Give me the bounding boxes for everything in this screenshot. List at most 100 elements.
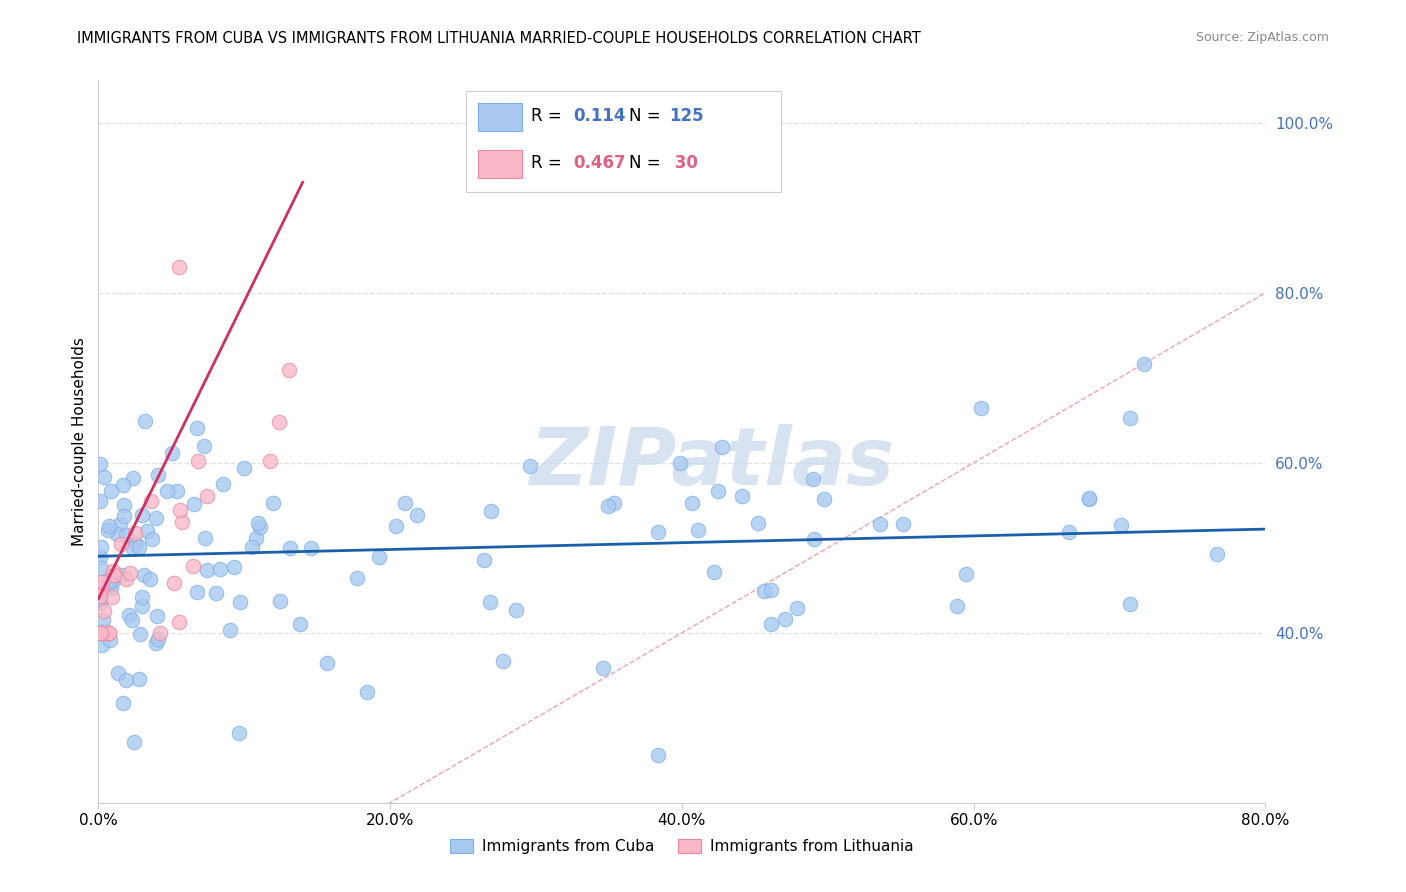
Point (139, 573, 162, 587)
Point (146, 468, 169, 483)
Point (505, 602, 527, 616)
Point (681, 496, 703, 510)
Point (89, 589, 111, 603)
Point (160, 446, 183, 460)
Point (394, 496, 416, 510)
Point (93, 604, 115, 618)
Point (89, 583, 111, 598)
Point (89, 625, 111, 640)
Point (278, 363, 301, 377)
Point (186, 420, 208, 434)
Point (166, 484, 188, 499)
Point (1132, 357, 1154, 371)
Point (93, 582, 115, 596)
Point (710, 440, 733, 454)
Point (195, 489, 218, 503)
Text: Source: ZipAtlas.com: Source: ZipAtlas.com (1195, 31, 1329, 45)
Point (592, 661, 614, 675)
Point (89, 549, 111, 564)
Point (346, 571, 368, 585)
Point (647, 525, 669, 540)
Point (596, 499, 619, 513)
Point (1119, 411, 1142, 425)
Point (134, 568, 156, 582)
Point (194, 531, 217, 545)
Point (101, 574, 124, 589)
Point (240, 541, 263, 555)
Point (145, 609, 167, 624)
Text: 30: 30 (669, 154, 697, 172)
Legend: Immigrants from Cuba, Immigrants from Lithuania: Immigrants from Cuba, Immigrants from Li… (444, 833, 920, 860)
Point (472, 552, 495, 566)
Point (603, 496, 626, 510)
Point (93, 470, 115, 484)
Point (141, 533, 163, 547)
Point (186, 585, 208, 599)
Point (103, 567, 125, 582)
Point (211, 477, 233, 491)
Point (145, 636, 167, 650)
Point (869, 516, 891, 531)
Point (148, 632, 170, 647)
Point (891, 516, 914, 531)
Point (128, 540, 150, 554)
Point (101, 564, 124, 578)
Point (167, 615, 190, 629)
Point (686, 523, 709, 537)
Point (219, 623, 242, 637)
Point (91, 638, 114, 652)
Point (193, 439, 215, 453)
Point (145, 511, 167, 525)
Point (101, 590, 124, 604)
Point (669, 456, 692, 470)
Point (228, 726, 250, 740)
Point (759, 616, 782, 631)
Point (112, 509, 135, 524)
Point (1059, 525, 1081, 540)
Point (181, 559, 204, 574)
Point (121, 471, 143, 485)
Point (367, 549, 389, 564)
Point (114, 673, 136, 687)
Point (100, 484, 122, 499)
Point (98, 632, 121, 647)
Point (955, 566, 977, 581)
Point (131, 599, 153, 613)
Point (299, 541, 322, 555)
Text: N =: N = (630, 107, 666, 126)
Point (163, 575, 186, 590)
Point (170, 515, 193, 529)
Point (316, 656, 339, 670)
FancyBboxPatch shape (478, 151, 522, 178)
Point (752, 584, 775, 599)
Point (114, 572, 136, 586)
Point (249, 520, 271, 534)
Point (125, 537, 148, 551)
Point (204, 585, 226, 599)
Point (90, 541, 112, 555)
Text: ZIPatlas: ZIPatlas (529, 424, 894, 502)
Point (479, 504, 502, 518)
Point (803, 532, 825, 546)
Point (97, 523, 120, 537)
Point (131, 508, 153, 522)
Point (222, 559, 245, 574)
Point (100, 581, 122, 595)
Point (107, 665, 129, 680)
Point (90, 625, 112, 640)
Point (111, 696, 134, 710)
Point (773, 612, 796, 626)
Point (183, 497, 205, 511)
Point (124, 525, 146, 540)
Point (267, 415, 290, 429)
Point (187, 454, 209, 468)
Point (269, 594, 291, 608)
Point (115, 528, 138, 542)
Point (195, 563, 218, 577)
Point (232, 461, 254, 475)
Point (90, 561, 112, 575)
Point (129, 626, 152, 640)
Point (703, 565, 725, 579)
Text: N =: N = (630, 154, 666, 172)
Point (112, 498, 135, 512)
